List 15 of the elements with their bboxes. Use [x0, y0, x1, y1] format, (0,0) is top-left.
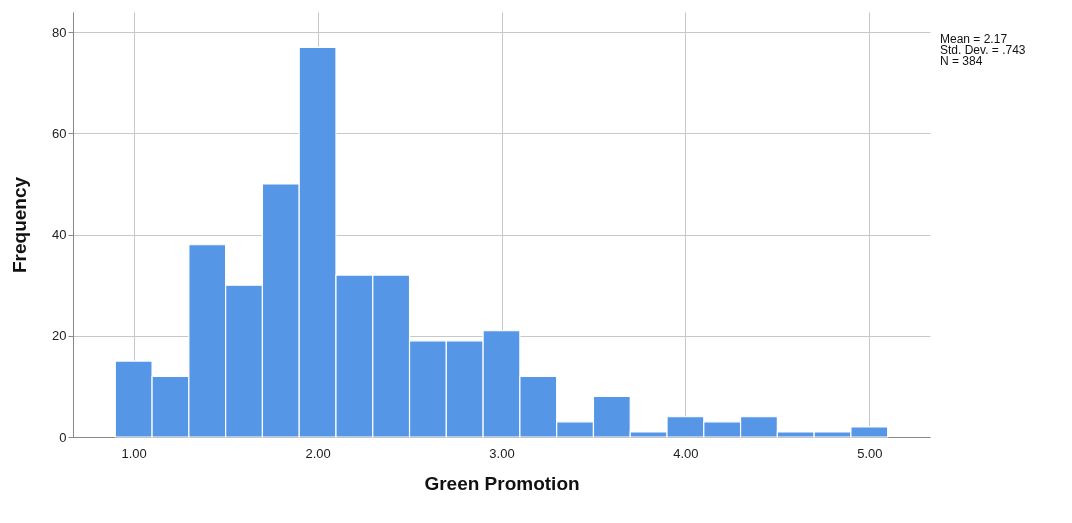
- y-axis-title: Frequency: [9, 176, 31, 274]
- x-tick-label: 4.00: [673, 445, 699, 461]
- y-tick-label: 0: [59, 429, 67, 445]
- y-tick-label: 60: [52, 125, 67, 141]
- y-tick-label: 20: [52, 328, 67, 344]
- text: Mean = 2.17: [940, 32, 1008, 46]
- y-tick-label: 80: [52, 24, 67, 40]
- y-tick-label: 40: [52, 227, 67, 243]
- text: N = 384: [940, 54, 983, 68]
- x-tick-label: 3.00: [489, 445, 515, 461]
- x-tick-label: 1.00: [121, 445, 147, 461]
- text: Std. Dev. = .743: [940, 43, 1026, 57]
- x-tick-label: 2.00: [305, 445, 331, 461]
- x-axis-title: Green Promotion: [424, 472, 580, 494]
- x-tick-label: 5.00: [857, 445, 883, 461]
